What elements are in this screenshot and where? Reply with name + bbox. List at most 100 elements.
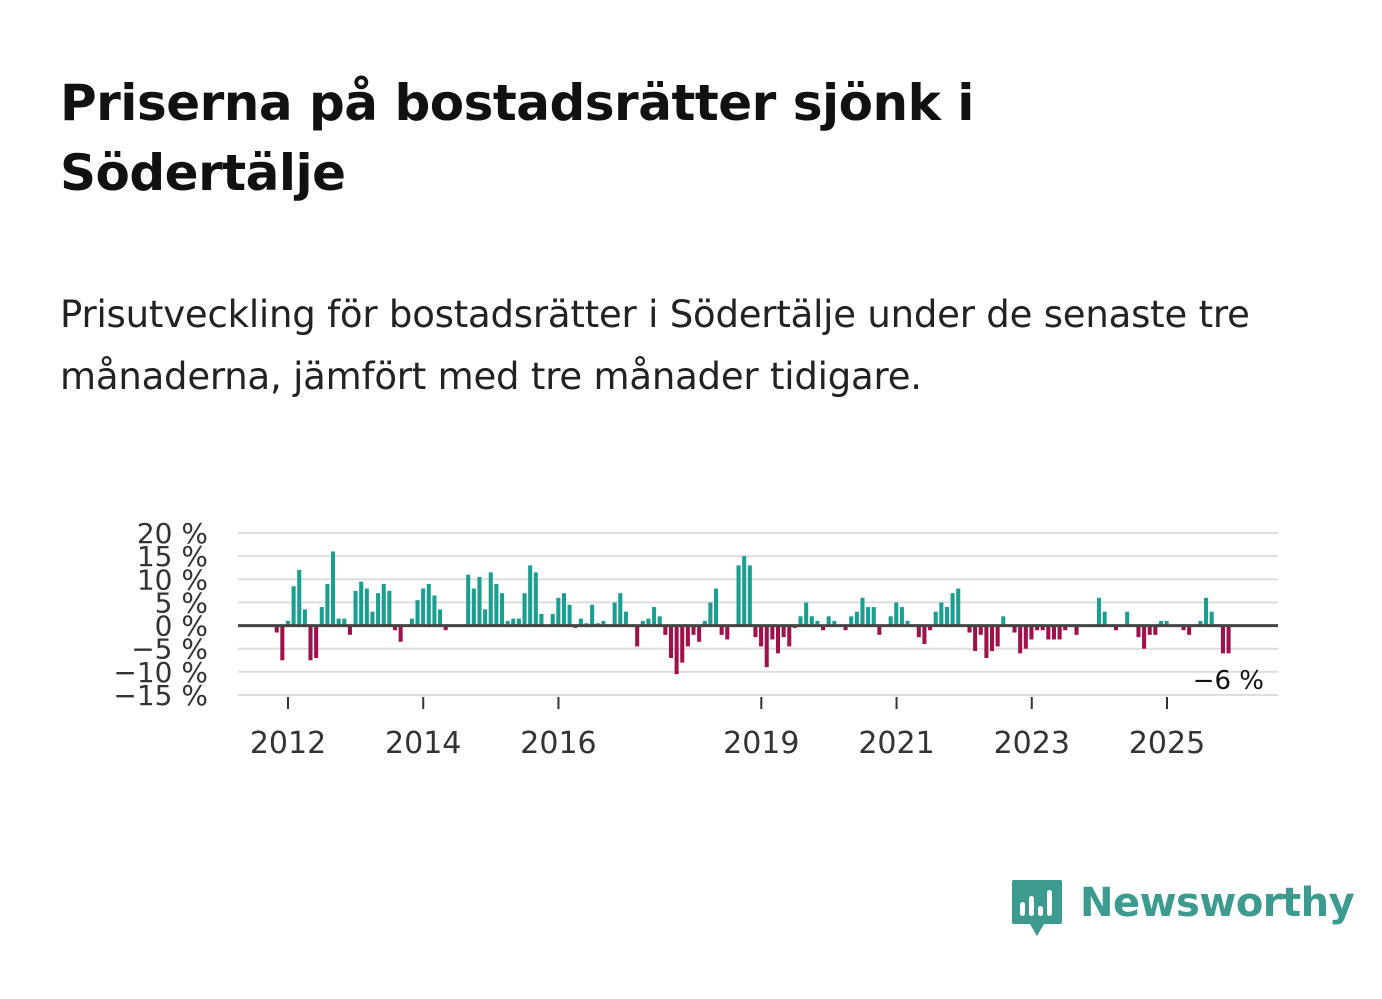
- bar-negative: [635, 625, 640, 647]
- bar-negative: [1046, 625, 1051, 640]
- bar-positive: [888, 616, 893, 626]
- bar-positive: [618, 593, 623, 626]
- bar-positive: [488, 572, 493, 626]
- bar-negative: [1063, 625, 1068, 631]
- bar-positive: [798, 616, 803, 626]
- x-tick-label: 2025: [1129, 726, 1205, 761]
- bar-positive: [302, 609, 307, 626]
- last-value-label: −6 %: [1193, 666, 1264, 696]
- bar-positive: [736, 565, 741, 626]
- bar-positive: [432, 595, 437, 626]
- bar-positive: [899, 607, 904, 626]
- bar-negative: [308, 625, 313, 661]
- bar-positive: [291, 586, 296, 626]
- bar-negative: [984, 625, 989, 658]
- bar-positive: [652, 607, 657, 626]
- bar-positive: [1209, 611, 1214, 626]
- gridlines: [238, 532, 1278, 696]
- bar-positive: [466, 574, 471, 626]
- bar-negative: [398, 625, 403, 642]
- bar-negative: [674, 625, 679, 675]
- bar-positive: [409, 618, 414, 626]
- bar-negative: [787, 625, 792, 647]
- bar-positive: [612, 602, 617, 626]
- bar-positive: [578, 618, 583, 626]
- bar-positive: [657, 616, 662, 626]
- bar-positive: [809, 616, 814, 626]
- bar-negative: [719, 625, 724, 635]
- y-tick-label: −5 %: [131, 633, 208, 666]
- bar-negative: [274, 625, 279, 633]
- bar-negative: [1187, 625, 1192, 635]
- bar-positive: [702, 620, 707, 626]
- bar-negative: [1147, 625, 1152, 635]
- bar-positive: [832, 620, 837, 626]
- bar-negative: [1181, 625, 1186, 631]
- bar-negative: [347, 625, 352, 635]
- bar-positive: [342, 618, 347, 626]
- bar-negative: [775, 625, 781, 654]
- bar-positive: [640, 620, 645, 626]
- bar-positive: [471, 588, 476, 626]
- bar-positive: [426, 583, 431, 626]
- bar-positive: [956, 588, 961, 626]
- bar-positive: [1198, 620, 1203, 626]
- bar-negative: [1023, 625, 1028, 649]
- x-tick-label: 2021: [858, 726, 934, 761]
- bar-negative: [1113, 625, 1118, 631]
- bar-positive: [905, 620, 910, 626]
- bar-positive: [415, 600, 420, 626]
- bar-positive: [477, 576, 482, 626]
- bar-negative: [1136, 625, 1141, 638]
- bar-positive: [1158, 620, 1164, 626]
- bar-negative: [1142, 625, 1147, 649]
- bar-negative: [995, 625, 1000, 647]
- newsworthy-logo-icon: [1012, 880, 1062, 936]
- bar-positive: [944, 607, 949, 626]
- bar-positive: [601, 620, 606, 626]
- x-tick-label: 2016: [520, 726, 596, 761]
- bar-negative: [1153, 625, 1158, 635]
- bar-negative: [781, 625, 786, 638]
- bar-positive: [1204, 597, 1209, 626]
- bar-positive: [590, 604, 595, 626]
- bar-positive: [522, 593, 527, 626]
- bar-negative: [1226, 625, 1231, 654]
- x-tick-label: 2023: [994, 726, 1070, 761]
- bar-negative: [1051, 625, 1057, 640]
- bar-positive: [1102, 611, 1107, 626]
- bar-positive: [556, 597, 561, 626]
- y-tick-label: 5 %: [155, 586, 208, 619]
- bar-positive: [646, 618, 651, 626]
- bar-negative: [821, 625, 826, 631]
- bar-positive: [1125, 611, 1130, 626]
- y-tick-label: 10 %: [137, 563, 208, 596]
- bar-positive: [511, 618, 516, 626]
- bar-positive: [567, 604, 572, 626]
- bar-positive: [325, 583, 330, 626]
- bar-positive: [933, 611, 938, 626]
- y-tick-label: 20 %: [137, 517, 208, 550]
- x-tick-label: 2019: [723, 726, 799, 761]
- y-tick-label: 15 %: [137, 540, 208, 573]
- bar-positive: [438, 609, 443, 626]
- bar-negative: [967, 625, 972, 633]
- y-tick-label: −10 %: [113, 656, 208, 689]
- bar-positive: [1097, 597, 1102, 626]
- bar-negative: [877, 625, 882, 635]
- bar-negative: [916, 625, 921, 638]
- y-tick-label: 0 %: [155, 610, 208, 643]
- bar-positive: [804, 602, 809, 626]
- bar-positive: [539, 614, 544, 626]
- newsworthy-logo-text: Newsworthy: [1080, 880, 1355, 926]
- bar-chart: 20 %15 %10 %5 %0 %−5 %−10 %−15 % 2012 201…: [113, 517, 1278, 761]
- bar-positive: [708, 602, 713, 626]
- bar-positive: [950, 593, 955, 626]
- chart-subtitle: Prisutveckling för bostadsrätter i Söder…: [60, 293, 1250, 398]
- bar-positive: [483, 609, 488, 626]
- bar-positive: [387, 590, 392, 626]
- y-axis-labels: 20 %15 %10 %5 %0 %−5 %−10 %−15 %: [113, 517, 208, 712]
- bar-positive: [494, 583, 499, 626]
- bar-negative: [663, 625, 668, 635]
- bar-positive: [336, 618, 341, 626]
